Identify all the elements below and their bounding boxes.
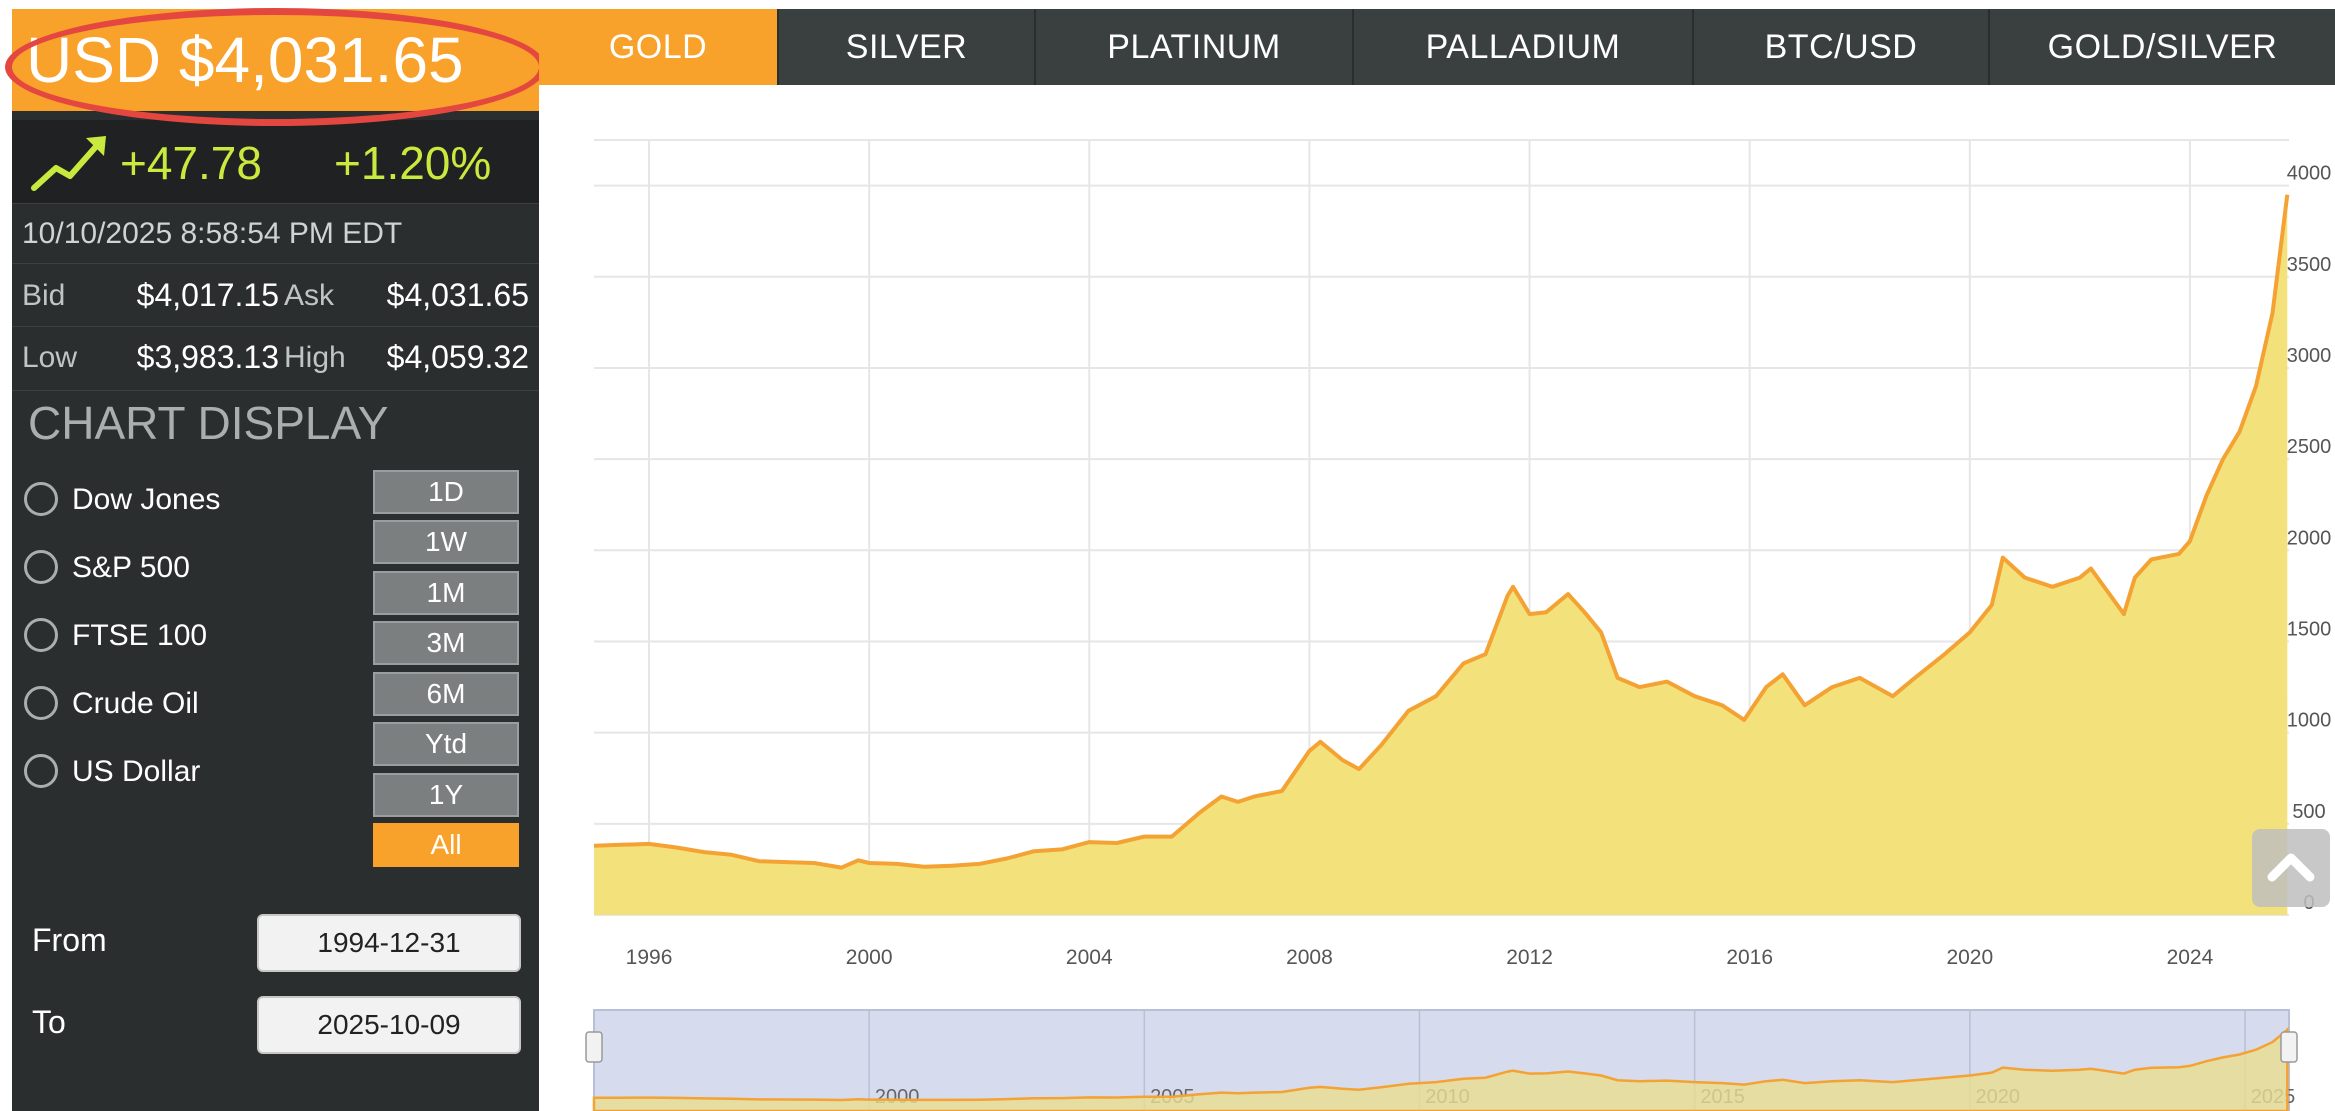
x-tick-label: 2020 <box>1946 946 1993 969</box>
price-line <box>593 194 2290 870</box>
tab-gold-silver[interactable]: GOLD/SILVER <box>2047 28 2278 66</box>
metal-tabs: GOLD SILVER PLATINUM PALLADIUM BTC/USD G… <box>539 9 2335 85</box>
overlay-label: US Dollar <box>72 755 201 788</box>
range-button-6m[interactable]: 6M <box>373 672 519 716</box>
low-high-row: Low $3,983.13 High $4,059.32 <box>12 327 539 391</box>
to-date-input[interactable] <box>257 996 521 1054</box>
overlay-label: Crude Oil <box>72 687 199 720</box>
price-area <box>594 194 2288 915</box>
low-label: Low <box>22 341 78 374</box>
ask-label: Ask <box>284 279 335 312</box>
navigator-left-handle[interactable] <box>585 1031 603 1063</box>
bid-value: $4,017.15 <box>136 277 279 313</box>
x-tick-label: 1996 <box>626 946 673 969</box>
range-button-1m[interactable]: 1M <box>373 571 519 615</box>
x-tick-label: 2024 <box>2167 946 2214 969</box>
tab-btc-usd[interactable]: BTC/USD <box>1694 9 1990 85</box>
tab-palladium[interactable]: PALLADIUM <box>1354 9 1694 85</box>
overlay-label: S&P 500 <box>72 551 190 584</box>
overlay-label: FTSE 100 <box>72 619 208 652</box>
from-date-input[interactable] <box>257 914 521 972</box>
scroll-to-top-button[interactable] <box>2252 829 2330 907</box>
from-label: From <box>32 922 107 958</box>
chevron-up-icon <box>2267 853 2315 882</box>
current-price: USD $4,031.65 <box>26 24 464 96</box>
x-tick-label: 2016 <box>1726 946 1773 969</box>
radio-icon[interactable] <box>24 482 58 516</box>
range-button-ytd[interactable]: Ytd <box>373 722 519 766</box>
range-button-1d[interactable]: 1D <box>373 470 519 514</box>
radio-icon[interactable] <box>24 686 58 720</box>
overlay-label: Dow Jones <box>72 483 221 516</box>
radio-icon[interactable] <box>24 550 58 584</box>
x-tick-label: 2012 <box>1506 946 1553 969</box>
change-percent: +1.20% <box>334 137 492 189</box>
radio-icon[interactable] <box>24 754 58 788</box>
y-tick-label: 1000 <box>2287 710 2332 732</box>
high-value: $4,059.32 <box>386 339 529 375</box>
trend-up-arrow-icon <box>31 136 106 191</box>
radio-icon[interactable] <box>24 618 58 652</box>
navigator-right-handle[interactable] <box>2280 1031 2298 1063</box>
y-tick-label: 3500 <box>2287 254 2332 276</box>
chart-display-title: CHART DISPLAY <box>28 397 389 449</box>
low-value: $3,983.13 <box>136 339 279 375</box>
range-button-3m[interactable]: 3M <box>373 621 519 665</box>
quote-timestamp: 10/10/2025 8:58:54 PM EDT <box>22 217 403 250</box>
tab-platinum[interactable]: PLATINUM <box>1036 9 1354 85</box>
y-tick-label: 3000 <box>2287 345 2332 367</box>
y-tick-label: 2500 <box>2287 436 2332 458</box>
price-header: USD $4,031.65 <box>12 9 539 111</box>
bid-label: Bid <box>22 279 66 312</box>
bid-ask-row: Bid $4,017.15 Ask $4,031.65 <box>12 265 539 327</box>
tab-silver[interactable]: SILVER <box>779 9 1036 85</box>
high-label: High <box>284 341 346 374</box>
change-row: +47.78 +1.20% <box>12 120 539 204</box>
price-chart[interactable]: 0500100015002000250030003500400019962000… <box>539 85 2335 1111</box>
to-label: To <box>32 1004 66 1040</box>
x-tick-label: 2004 <box>1066 946 1113 969</box>
navigator-series <box>592 1027 2289 1111</box>
y-tick-label: 1500 <box>2287 618 2332 640</box>
tab-gold[interactable]: GOLD <box>539 9 779 85</box>
change-absolute: +47.78 <box>120 137 262 189</box>
range-button-1y[interactable]: 1Y <box>373 773 519 817</box>
quote-panel: USD $4,031.65 +47.78 +1.20% 10/10/2025 8… <box>12 9 539 1111</box>
y-tick-label: 2000 <box>2287 527 2332 549</box>
x-tick-label: 2000 <box>846 946 893 969</box>
y-tick-label: 4000 <box>2287 163 2332 185</box>
y-tick-label: 500 <box>2292 801 2325 823</box>
range-button-all[interactable]: All <box>373 823 519 867</box>
ask-value: $4,031.65 <box>386 277 529 313</box>
chart-canvas[interactable]: 0500100015002000250030003500400019962000… <box>539 85 2335 1111</box>
range-button-1w[interactable]: 1W <box>373 520 519 564</box>
timestamp-row: 10/10/2025 8:58:54 PM EDT <box>12 204 539 264</box>
x-tick-label: 2008 <box>1286 946 1333 969</box>
